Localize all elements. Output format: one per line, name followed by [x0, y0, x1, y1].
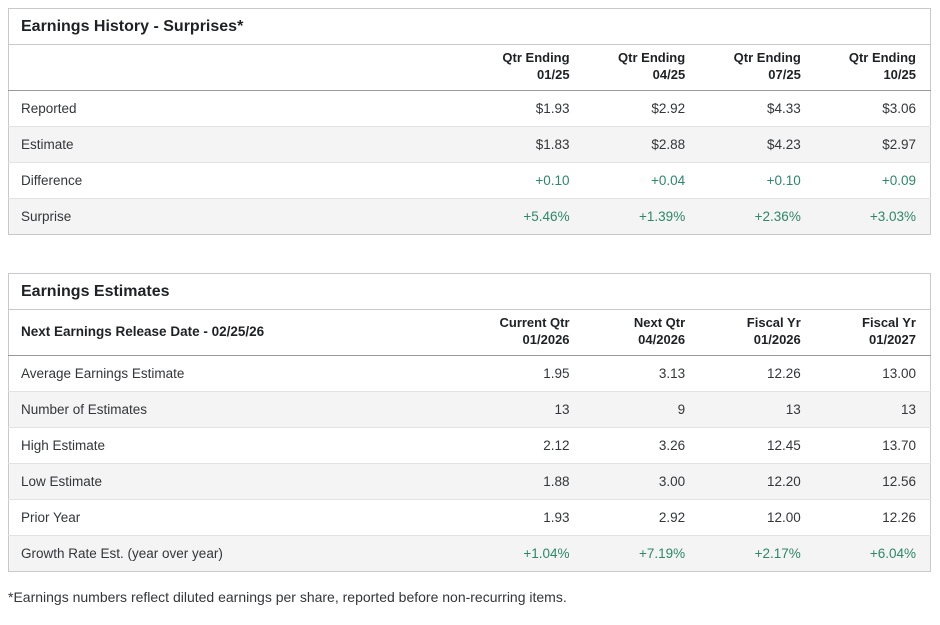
- table-cell: 12.26: [814, 498, 931, 536]
- table-cell: 2.12: [467, 426, 584, 464]
- table-cell: $2.97: [814, 125, 931, 163]
- table-cell: +3.03%: [814, 197, 931, 235]
- table-cell: 3.00: [583, 462, 700, 500]
- column-header-qtr-1025: Qtr Ending 10/25: [814, 44, 931, 91]
- table-cell: +0.10: [467, 161, 584, 199]
- next-earnings-release-date: Next Earnings Release Date - 02/25/26: [8, 309, 468, 356]
- table-cell: 1.88: [467, 462, 584, 500]
- table-cell: 12.00: [699, 498, 815, 536]
- table-cell: $2.88: [583, 125, 700, 163]
- row-label: High Estimate: [8, 426, 468, 464]
- row-label: Average Earnings Estimate: [21, 365, 185, 381]
- table-cell: +0.04: [583, 161, 700, 199]
- table-cell: 1.95: [543, 365, 570, 381]
- earnings-estimates-title: Earnings Estimates: [8, 273, 931, 310]
- column-header-qtr-0425: Qtr Ending 04/25: [583, 44, 700, 91]
- column-header-qtr-0725: Qtr Ending 07/25: [699, 44, 815, 91]
- column-header-current-qtr: Current Qtr 01/2026: [467, 309, 584, 356]
- column-header-qtr-0125: Qtr Ending 01/25: [467, 44, 584, 91]
- table-cell: +1.39%: [583, 197, 700, 235]
- table-row-number-of-estimates: Number of Estimates 13 9 13 13: [8, 390, 931, 428]
- table-row-growth-rate-est: Growth Rate Est. (year over year) +1.04%…: [8, 534, 931, 572]
- table-cell: 1.93: [467, 498, 584, 536]
- table-row-difference: Difference +0.10 +0.04 +0.10 +0.09: [8, 161, 931, 199]
- table-cell: $1.93: [535, 100, 570, 116]
- earnings-estimates-header-row: Next Earnings Release Date - 02/25/26 Cu…: [8, 309, 931, 356]
- column-header-fiscal-yr-2026: Fiscal Yr 01/2026: [699, 309, 815, 356]
- earnings-history-header-row: Qtr Ending 01/25 Qtr Ending 04/25 Qtr En…: [8, 44, 931, 91]
- table-cell: +7.19%: [583, 534, 700, 572]
- row-label: Prior Year: [8, 498, 468, 536]
- table-cell: $3.06: [882, 100, 916, 116]
- table-row-surprise: Surprise +5.46% +1.39% +2.36% +3.03%: [8, 197, 931, 235]
- table-cell: 13: [814, 390, 931, 428]
- table-cell: $4.33: [767, 100, 801, 116]
- table-cell: $2.92: [651, 100, 686, 116]
- row-label: Difference: [8, 161, 468, 199]
- table-cell: 3.13: [658, 365, 686, 381]
- earnings-history-title: Earnings History - Surprises*: [8, 8, 931, 45]
- table-cell: 2.92: [583, 498, 700, 536]
- row-label: Reported: [21, 100, 77, 116]
- earnings-history-table: Earnings History - Surprises* Qtr Ending…: [8, 8, 931, 235]
- table-row-prior-year: Prior Year 1.93 2.92 12.00 12.26: [8, 498, 931, 536]
- table-row-reported: Reported $1.93 $2.92 $4.33 $3.06: [9, 90, 931, 126]
- table-row-estimate: Estimate $1.83 $2.88 $4.23 $2.97: [8, 125, 931, 163]
- table-row-high-estimate: High Estimate 2.12 3.26 12.45 13.70: [8, 426, 931, 464]
- column-header-fiscal-yr-2027: Fiscal Yr 01/2027: [814, 309, 931, 356]
- earnings-estimates-table: Earnings Estimates Next Earnings Release…: [8, 272, 931, 572]
- row-label: Low Estimate: [8, 462, 468, 500]
- table-cell: 12.20: [699, 462, 815, 500]
- table-cell: +6.04%: [814, 534, 931, 572]
- table-cell: 3.26: [583, 426, 700, 464]
- table-cell: 13.70: [814, 426, 931, 464]
- table-cell: 9: [583, 390, 700, 428]
- table-cell: 12.26: [766, 365, 801, 381]
- row-label: Number of Estimates: [8, 390, 468, 428]
- row-label: Surprise: [8, 197, 468, 235]
- empty-header-cell: [8, 44, 468, 91]
- table-cell: +2.17%: [699, 534, 815, 572]
- table-cell: +2.36%: [699, 197, 815, 235]
- table-cell: +1.04%: [467, 534, 584, 572]
- table-row-average-earnings-estimate: Average Earnings Estimate 1.95 3.13 12.2…: [9, 355, 931, 391]
- earnings-estimates-title-row: Earnings Estimates: [8, 273, 931, 310]
- table-cell: +5.46%: [467, 197, 584, 235]
- table-cell: 13: [467, 390, 584, 428]
- table-cell: 13: [699, 390, 815, 428]
- table-cell: $4.23: [699, 125, 815, 163]
- table-cell: 12.56: [814, 462, 931, 500]
- table-cell: 12.45: [699, 426, 815, 464]
- earnings-history-title-row: Earnings History - Surprises*: [8, 8, 931, 45]
- earnings-footnote: *Earnings numbers reflect diluted earnin…: [8, 588, 567, 605]
- table-cell: +0.09: [814, 161, 931, 199]
- table-row-low-estimate: Low Estimate 1.88 3.00 12.20 12.56: [8, 462, 931, 500]
- table-cell: 13.00: [882, 365, 916, 381]
- table-cell: $1.83: [467, 125, 584, 163]
- row-label: Estimate: [8, 125, 468, 163]
- column-header-next-qtr: Next Qtr 04/2026: [583, 309, 700, 356]
- table-cell: +0.10: [699, 161, 815, 199]
- row-label: Growth Rate Est. (year over year): [8, 534, 468, 572]
